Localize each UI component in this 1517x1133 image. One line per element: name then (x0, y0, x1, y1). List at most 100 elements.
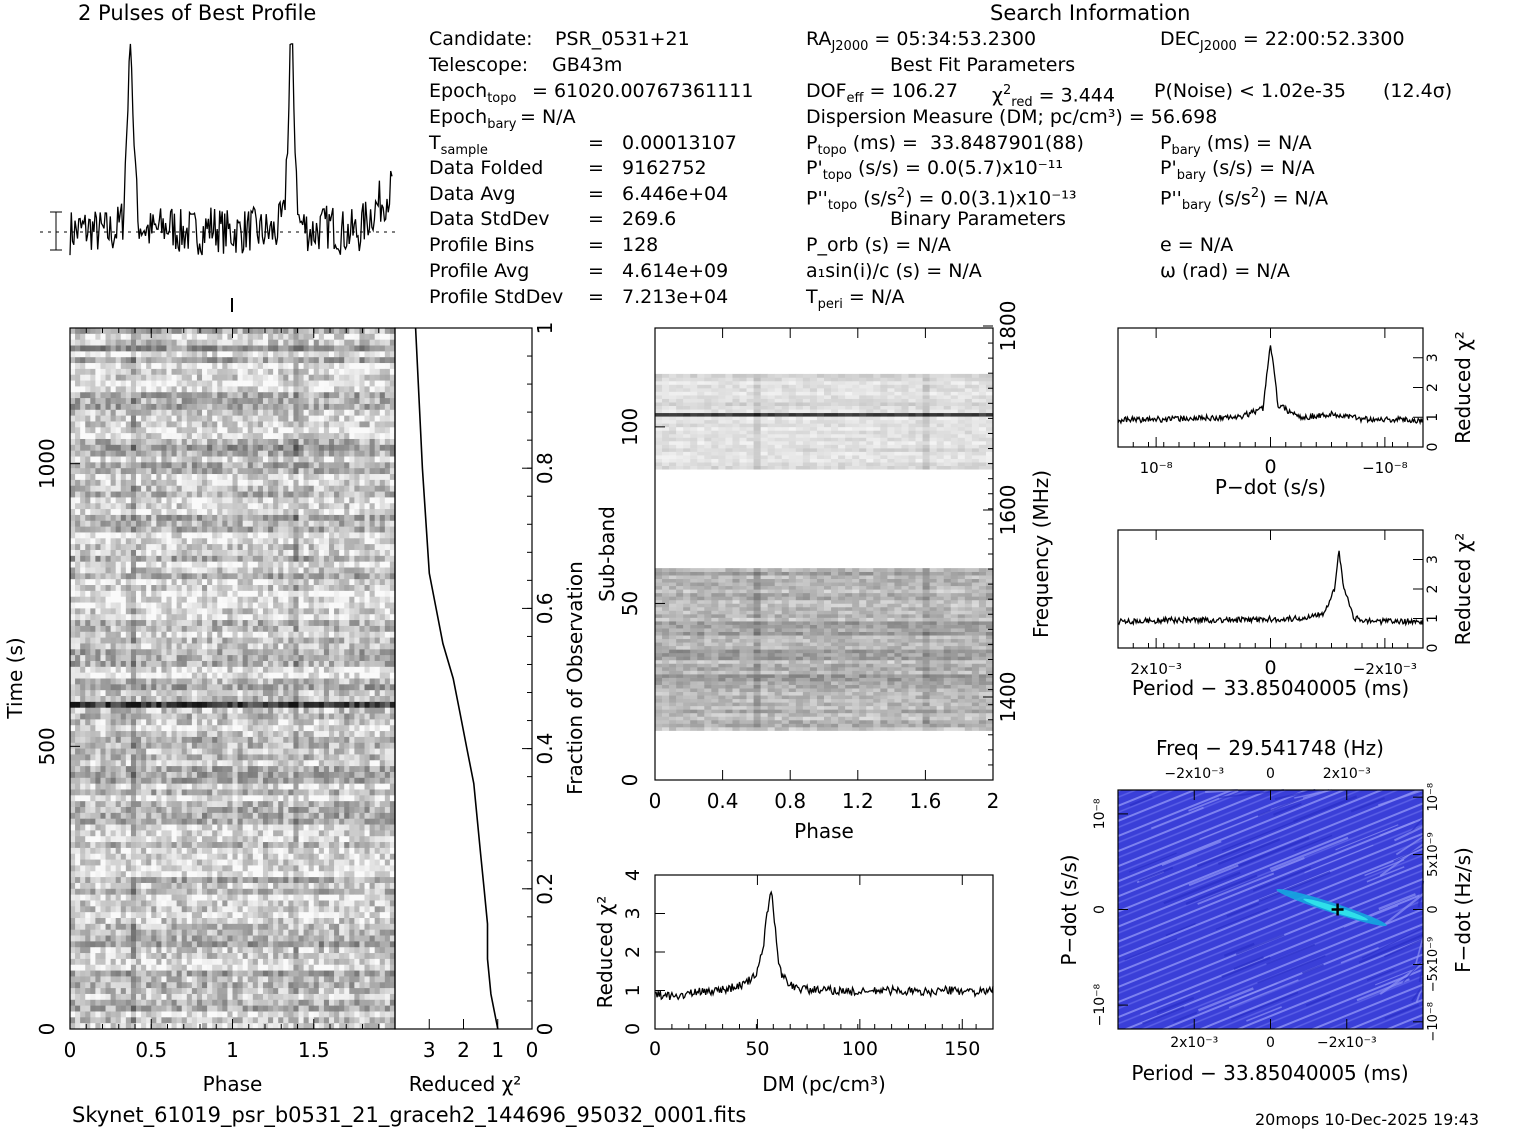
heatmap-cell (161, 701, 167, 709)
heatmap-cell (359, 701, 365, 709)
heatmap-cell (257, 666, 264, 673)
heatmap-cell (181, 374, 188, 381)
heatmap-cell (262, 485, 269, 492)
heatmap-cell (369, 450, 375, 457)
heatmap-cell (80, 520, 86, 527)
heatmap-cell (359, 497, 365, 504)
heatmap-cell (222, 497, 228, 504)
heatmap-cell (161, 643, 167, 650)
heatmap-cell (369, 485, 375, 492)
heatmap-cell (217, 509, 223, 516)
heatmap-cell (303, 398, 309, 405)
heatmap-cell (80, 649, 86, 656)
heatmap-cell (120, 736, 127, 744)
info-label: Profile Avg (429, 260, 530, 282)
heatmap-cell (100, 760, 106, 767)
heatmap-cell (70, 719, 76, 726)
heatmap-cell (115, 526, 122, 533)
heatmap-cell (186, 433, 193, 440)
heatmap-cell (171, 363, 177, 370)
heatmap-cell (349, 742, 355, 749)
heatmap-cell (146, 345, 152, 352)
heatmap-cell (191, 736, 198, 744)
heatmap-cell (176, 602, 183, 609)
heatmap-cell (247, 532, 254, 539)
heatmap-cell (161, 754, 167, 761)
heatmap-cell (202, 602, 208, 609)
heatmap-cell (232, 438, 238, 446)
heatmap-cell (176, 351, 183, 358)
heatmap-cell (85, 438, 91, 446)
heatmap-cell (130, 602, 137, 609)
heatmap-cell (171, 403, 177, 411)
heatmap-cell (136, 585, 142, 592)
heatmap-cell (288, 643, 294, 650)
heatmap-cell (308, 625, 315, 633)
heatmap-cell (293, 421, 299, 428)
heatmap-cell (268, 386, 274, 393)
heatmap-cell (227, 719, 233, 726)
heatmap-cell (130, 380, 137, 387)
heatmap-cell (120, 514, 127, 522)
heatmap-cell (85, 380, 91, 387)
heatmap-cell (85, 526, 91, 533)
heatmap-cell (293, 614, 299, 621)
heatmap-cell (308, 736, 315, 744)
heatmap-cell (222, 450, 228, 457)
heatmap-cell (359, 462, 365, 469)
heatmap-cell (252, 625, 259, 633)
heatmap-cell (374, 672, 381, 679)
heatmap-cell (217, 339, 223, 346)
heatmap-cell (278, 421, 284, 428)
heatmap-cell (115, 725, 122, 732)
heatmap-cell (308, 333, 315, 340)
heatmap-cell (100, 357, 106, 364)
heatmap-cell (237, 736, 243, 744)
heatmap-cell (166, 643, 172, 650)
heatmap-cell (191, 526, 198, 533)
heatmap-cell (278, 608, 284, 615)
heatmap-cell (232, 748, 238, 755)
heatmap-cell (186, 649, 193, 656)
heatmap-cell (379, 672, 386, 679)
heatmap-cell (283, 403, 289, 411)
heatmap-cell (334, 672, 340, 679)
heatmap-cell (252, 479, 259, 487)
heatmap-cell (166, 368, 172, 376)
heatmap-cell (237, 479, 243, 487)
heatmap-cell (349, 672, 355, 679)
heatmap-cell (115, 421, 122, 428)
heatmap-cell (141, 415, 147, 422)
heatmap-cell (156, 462, 162, 469)
heatmap-cell (364, 579, 370, 586)
heatmap-cell (100, 497, 106, 504)
heatmap-cell (176, 579, 183, 586)
heatmap-cell (186, 707, 193, 714)
heatmap-cell (257, 567, 264, 574)
heatmap-cell (257, 421, 264, 428)
heatmap-cell (298, 544, 304, 551)
heatmap-cell (80, 754, 86, 761)
heatmap-cell (268, 748, 274, 755)
heatmap-cell (334, 713, 340, 720)
heatmap-cell (313, 684, 320, 691)
heatmap-cell (323, 339, 330, 346)
heatmap-cell (75, 438, 81, 446)
heatmap-cell (339, 450, 345, 457)
heatmap-cell (80, 672, 86, 679)
heatmap-cell (130, 766, 137, 773)
heatmap-cell (339, 666, 345, 673)
heatmap-cell (130, 555, 137, 562)
heatmap-cell (278, 561, 284, 568)
heatmap-cell (141, 438, 147, 446)
heatmap-cell (186, 532, 193, 539)
heatmap-cell (202, 614, 208, 621)
heatmap-cell (318, 748, 325, 755)
heatmap-cell (156, 544, 162, 551)
heatmap-cell (298, 596, 304, 603)
heatmap-cell (273, 771, 279, 779)
heatmap-cell (70, 526, 76, 533)
heatmap-cell (303, 433, 309, 440)
info-value: = 61020.00767361111 (532, 80, 754, 102)
heatmap-cell (151, 707, 157, 714)
